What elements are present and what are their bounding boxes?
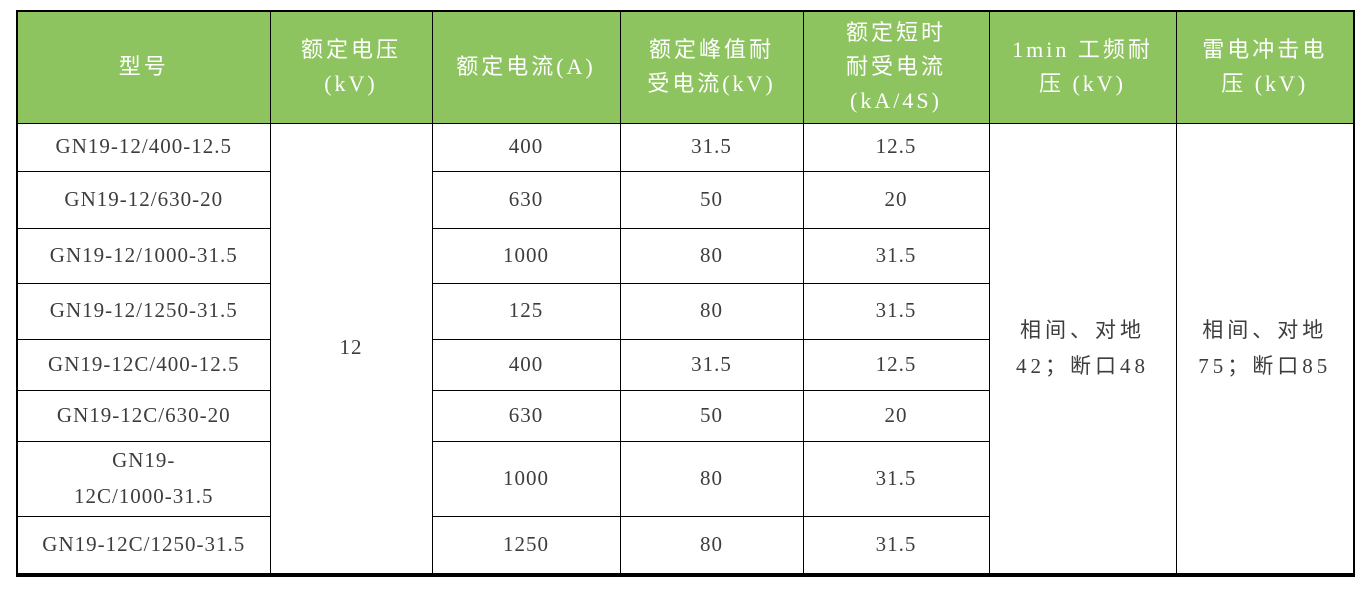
rated-current-cell: 1250	[431, 515, 621, 576]
peak-withstand-cell: 80	[619, 227, 804, 284]
rated-current-cell: 400	[431, 122, 621, 172]
short-time-withstand-cell: 20	[802, 170, 990, 229]
lightning-impulse-merged-cell: 相间、对地 75；断口85	[1175, 122, 1355, 576]
short-time-withstand-cell: 12.5	[802, 122, 990, 172]
peak-withstand-cell: 31.5	[619, 338, 804, 391]
short-time-withstand-cell: 31.5	[802, 440, 990, 517]
peak-withstand-cell: 50	[619, 389, 804, 442]
column-header-peak-withstand-current: 额定峰值耐 受电流(kV)	[619, 10, 804, 124]
rated-current-cell: 1000	[431, 227, 621, 284]
rated-current-cell: 630	[431, 170, 621, 229]
spec-table-container: 型号 额定电压 (kV) 额定电流(A) 额定峰值耐 受电流(kV) 额定短时 …	[16, 10, 1355, 577]
rated-current-cell: 630	[431, 389, 621, 442]
table-header-row: 型号 额定电压 (kV) 额定电流(A) 额定峰值耐 受电流(kV) 额定短时 …	[16, 10, 1355, 124]
spec-table: 型号 额定电压 (kV) 额定电流(A) 额定峰值耐 受电流(kV) 额定短时 …	[16, 10, 1355, 577]
peak-withstand-cell: 31.5	[619, 122, 804, 172]
column-header-rated-current: 额定电流(A)	[431, 10, 621, 124]
peak-withstand-cell: 80	[619, 440, 804, 517]
table-row: GN19-12/630-20 630 50 20	[16, 170, 1354, 229]
rated-current-cell: 125	[431, 282, 621, 340]
model-cell: GN19-12/1250-31.5	[16, 282, 271, 340]
table-row: GN19-12/400-12.5 12 400 31.5 12.5 相间、对地 …	[16, 122, 1355, 576]
column-header-model: 型号	[16, 10, 271, 124]
column-header-power-frequency-withstand-voltage: 1min 工频耐 压 (kV)	[988, 10, 1177, 124]
column-header-short-time-withstand-current: 额定短时 耐受电流 (kA/4S)	[802, 10, 990, 124]
rated-voltage-merged-cell: 12	[269, 122, 433, 576]
short-time-withstand-cell: 31.5	[802, 227, 990, 284]
model-cell: GN19-12/1000-31.5	[16, 227, 271, 284]
short-time-withstand-cell: 31.5	[802, 515, 990, 576]
model-cell: GN19-12C/1250-31.5	[16, 515, 271, 576]
model-cell: GN19-12/630-20	[16, 170, 271, 229]
rated-current-cell: 400	[431, 338, 621, 391]
power-frequency-withstand-merged-cell: 相间、对地 42；断口48	[988, 122, 1177, 576]
short-time-withstand-cell: 20	[802, 389, 990, 442]
table-row: GN19-12C/630-20 630 50 20	[16, 389, 1354, 442]
column-header-lightning-impulse-voltage: 雷电冲击电 压 (kV)	[1175, 10, 1355, 124]
table-row: GN19- 12C/1000-31.5 1000 80 31.5	[16, 440, 1354, 517]
table-row: GN19-12/1250-31.5 125 80 31.5	[16, 282, 1354, 340]
peak-withstand-cell: 80	[619, 515, 804, 576]
rated-current-cell: 1000	[431, 440, 621, 517]
peak-withstand-cell: 80	[619, 282, 804, 340]
short-time-withstand-cell: 12.5	[802, 338, 990, 391]
table-row: GN19-12/1000-31.5 1000 80 31.5	[16, 227, 1354, 284]
model-cell: GN19-12C/630-20	[16, 389, 271, 442]
model-cell: GN19-12C/400-12.5	[16, 338, 271, 391]
model-cell: GN19-12/400-12.5	[16, 122, 271, 172]
peak-withstand-cell: 50	[619, 170, 804, 229]
short-time-withstand-cell: 31.5	[802, 282, 990, 340]
column-header-rated-voltage: 额定电压 (kV)	[269, 10, 433, 124]
model-cell: GN19- 12C/1000-31.5	[16, 440, 271, 517]
table-row: GN19-12C/1250-31.5 1250 80 31.5	[16, 515, 1354, 576]
